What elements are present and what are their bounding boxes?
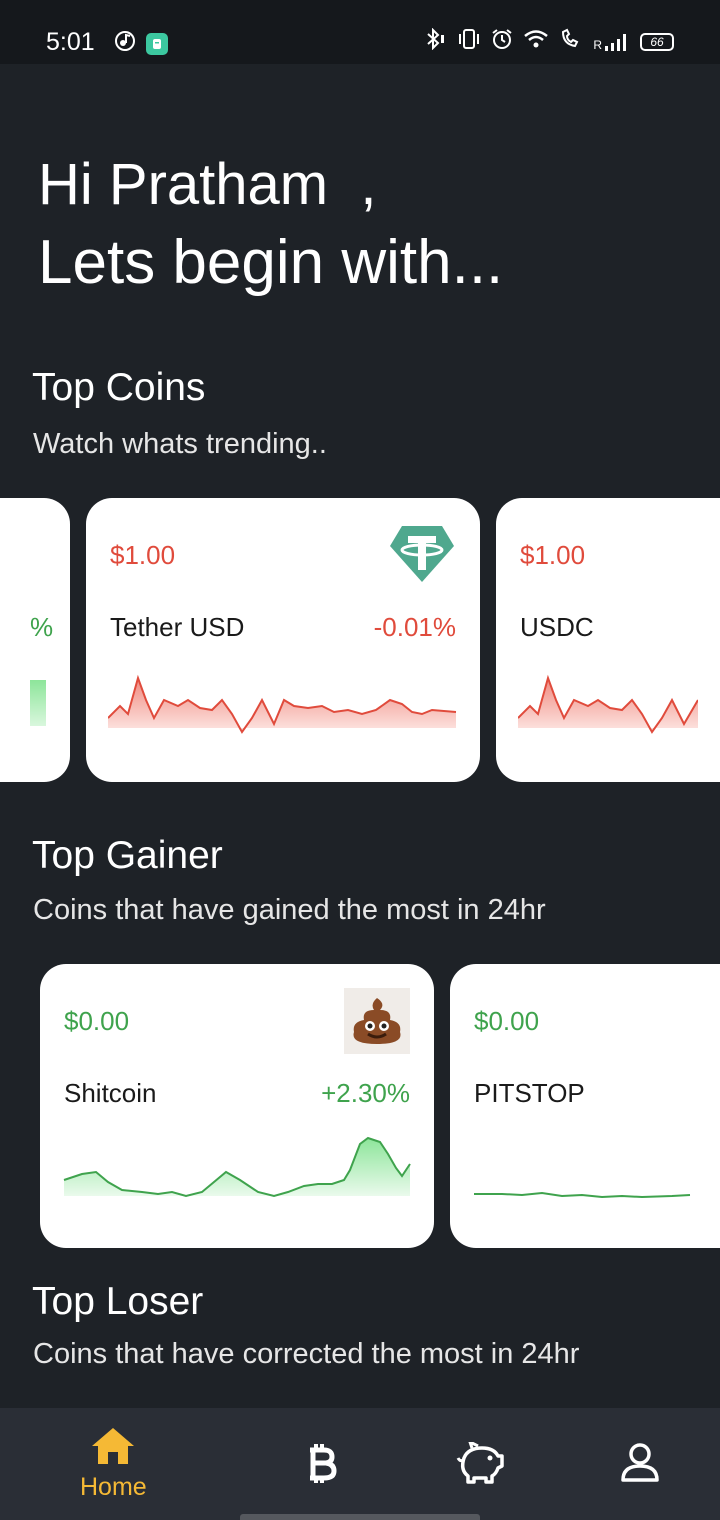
bitcoin-icon xyxy=(302,1442,338,1489)
top-loser-subtitle: Coins that have corrected the most in 24… xyxy=(33,1338,580,1370)
gesture-navigation-bar[interactable] xyxy=(240,1514,480,1520)
tether-logo-icon xyxy=(388,524,456,589)
coin-name: Shitcoin xyxy=(64,1078,157,1108)
coin-price: $0.00 xyxy=(474,1006,540,1036)
coin-card-shitcoin[interactable]: $0.00 Shitcoin +2.30% xyxy=(40,964,434,1248)
coin-card-pitstop[interactable]: $0.00 PITSTOP xyxy=(450,964,720,1248)
coin-card-tether[interactable]: $1.00 Tether USD -0.01% xyxy=(86,498,480,782)
top-gainer-title: Top Gainer xyxy=(32,834,223,877)
coin-price: $1.00 xyxy=(520,540,586,570)
signal-label: R xyxy=(593,37,602,52)
status-time: 5:01 xyxy=(46,28,95,56)
signal-icon: R xyxy=(593,32,630,52)
status-bar: 5:01 R xyxy=(0,0,720,64)
coin-card-change: % xyxy=(30,612,54,642)
alarm-icon xyxy=(491,28,513,55)
wifi-icon xyxy=(523,28,549,55)
top-gainer-subtitle: Coins that have gained the most in 24hr xyxy=(33,894,546,926)
app-notification-icon xyxy=(146,32,168,55)
coin-name: Tether USD xyxy=(110,612,245,642)
greeting: Hi Pratham , Lets begin with... xyxy=(38,150,503,306)
coin-name: PITSTOP xyxy=(474,1078,585,1108)
sparkline-fragment xyxy=(30,680,46,726)
profile-icon xyxy=(620,1442,660,1487)
coin-change: -0.01% xyxy=(373,612,456,642)
music-note-icon xyxy=(114,30,136,57)
coin-sparkline xyxy=(108,674,457,734)
bluetooth-icon xyxy=(423,27,447,55)
coin-change: +2.30% xyxy=(321,1078,410,1108)
greeting-name: Hi Pratham , xyxy=(38,152,377,217)
coin-sparkline xyxy=(518,674,698,734)
nav-home[interactable]: Home xyxy=(80,1426,147,1502)
home-icon xyxy=(90,1426,136,1471)
battery-indicator: 66 xyxy=(640,32,674,51)
poop-emoji-icon xyxy=(344,988,410,1054)
coin-price: $0.00 xyxy=(64,1006,130,1036)
top-coins-title: Top Coins xyxy=(32,366,206,409)
coin-name: USDC xyxy=(520,612,594,642)
bottom-navigation: Home xyxy=(0,1408,720,1520)
greeting-subtitle: Lets begin with... xyxy=(38,228,504,297)
coin-sparkline xyxy=(474,1191,691,1199)
coin-card-partial-left[interactable]: % xyxy=(0,498,70,782)
nav-savings[interactable] xyxy=(456,1439,504,1489)
coin-sparkline xyxy=(63,1136,411,1198)
nav-home-label: Home xyxy=(80,1473,147,1501)
status-right-icons: R 66 xyxy=(423,27,674,55)
nav-coins[interactable] xyxy=(302,1442,338,1489)
wifi-calling-icon xyxy=(559,28,583,55)
coin-card-usdc[interactable]: $1.00 USDC xyxy=(496,498,720,782)
nav-profile[interactable] xyxy=(620,1442,660,1487)
vibrate-icon xyxy=(457,28,481,55)
status-left-icons xyxy=(114,30,168,57)
piggy-bank-icon xyxy=(456,1439,504,1489)
top-coins-subtitle: Watch whats trending.. xyxy=(33,428,327,460)
coin-price: $1.00 xyxy=(110,540,176,570)
top-loser-title: Top Loser xyxy=(32,1280,204,1323)
